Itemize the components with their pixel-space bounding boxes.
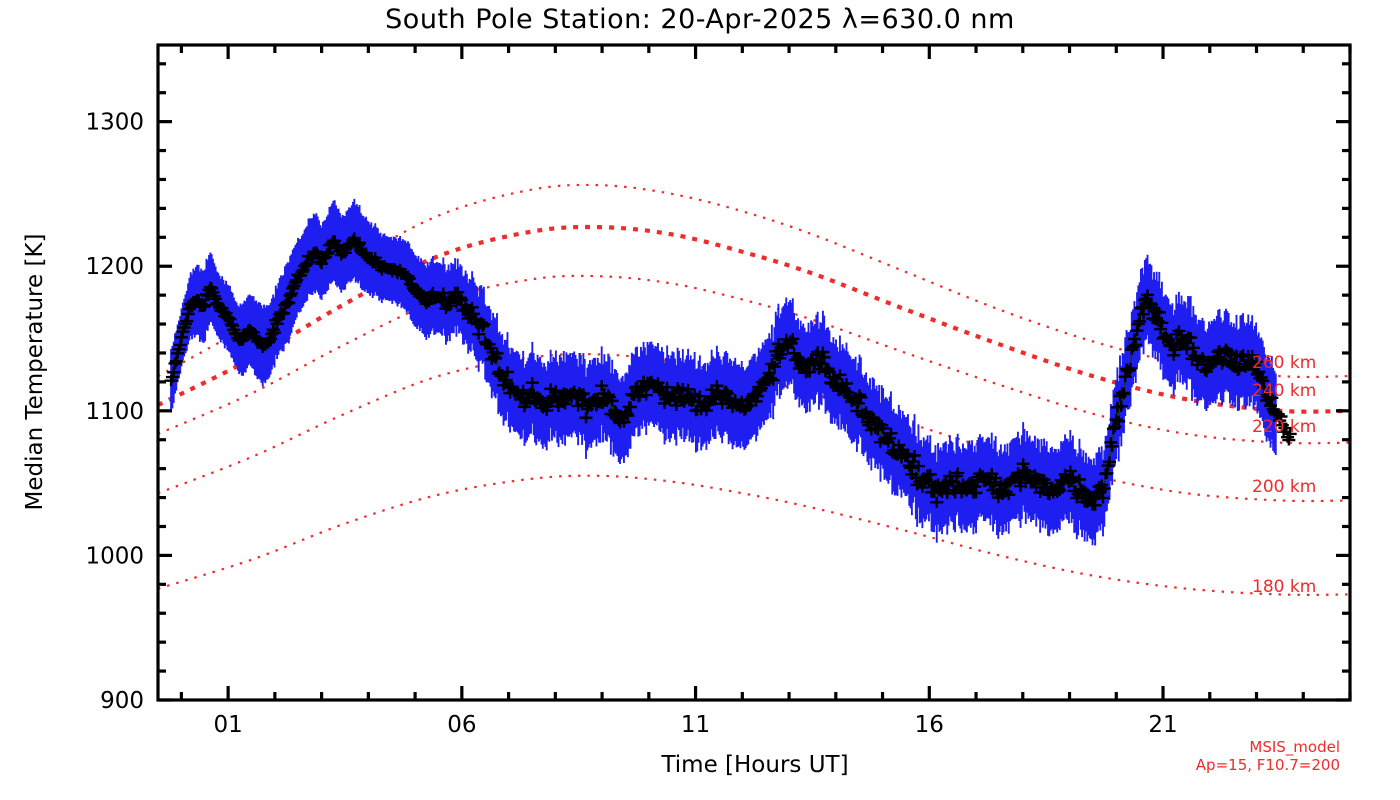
x-tick-label: 11 [681, 712, 710, 738]
msis-model-name: MSIS_model [1249, 738, 1340, 757]
model-curve-240km [157, 224, 1351, 414]
y-tick-label: 1200 [85, 254, 144, 280]
y-tick-label: 900 [100, 688, 144, 714]
altitude-label-260km: 260 km [1252, 353, 1316, 373]
page-title: South Pole Station: 20-Apr-2025 λ=630.0 … [385, 4, 1015, 35]
model-curve-260km [157, 183, 1351, 379]
data-markers [164, 232, 1297, 511]
x-tick-label: 16 [915, 712, 944, 738]
msis-model-params: Ap=15, F10.7=200 [1196, 756, 1340, 774]
x-tick-label: 21 [1148, 712, 1177, 738]
altitude-labels: 260 km 240 km 220 km 200 km 180 km [1252, 353, 1316, 597]
y-tick-label: 1100 [85, 399, 144, 425]
x-axis-label: Time [Hours UT] [660, 752, 848, 778]
altitude-label-200km: 200 km [1252, 477, 1316, 497]
x-tick-label: 06 [447, 712, 476, 738]
plus-markers [164, 232, 1297, 511]
tick-labels: 900 1000 1100 1200 1300 01 06 11 16 21 [85, 110, 1177, 738]
y-axis-label: Median Temperature [K] [22, 234, 48, 511]
altitude-label-240km: 240 km [1252, 381, 1316, 401]
model-curve-220km [157, 274, 1351, 445]
x-tick-label: 01 [213, 712, 242, 738]
model-curve-200km [157, 352, 1351, 503]
model-altitude-curves [157, 183, 1351, 596]
y-tick-label: 1000 [85, 543, 144, 569]
altitude-label-220km: 220 km [1252, 417, 1316, 437]
axis-frame [156, 43, 1352, 702]
altitude-label-180km: 180 km [1252, 577, 1316, 597]
model-curve-180km [157, 474, 1351, 596]
y-tick-label: 1300 [85, 110, 144, 136]
